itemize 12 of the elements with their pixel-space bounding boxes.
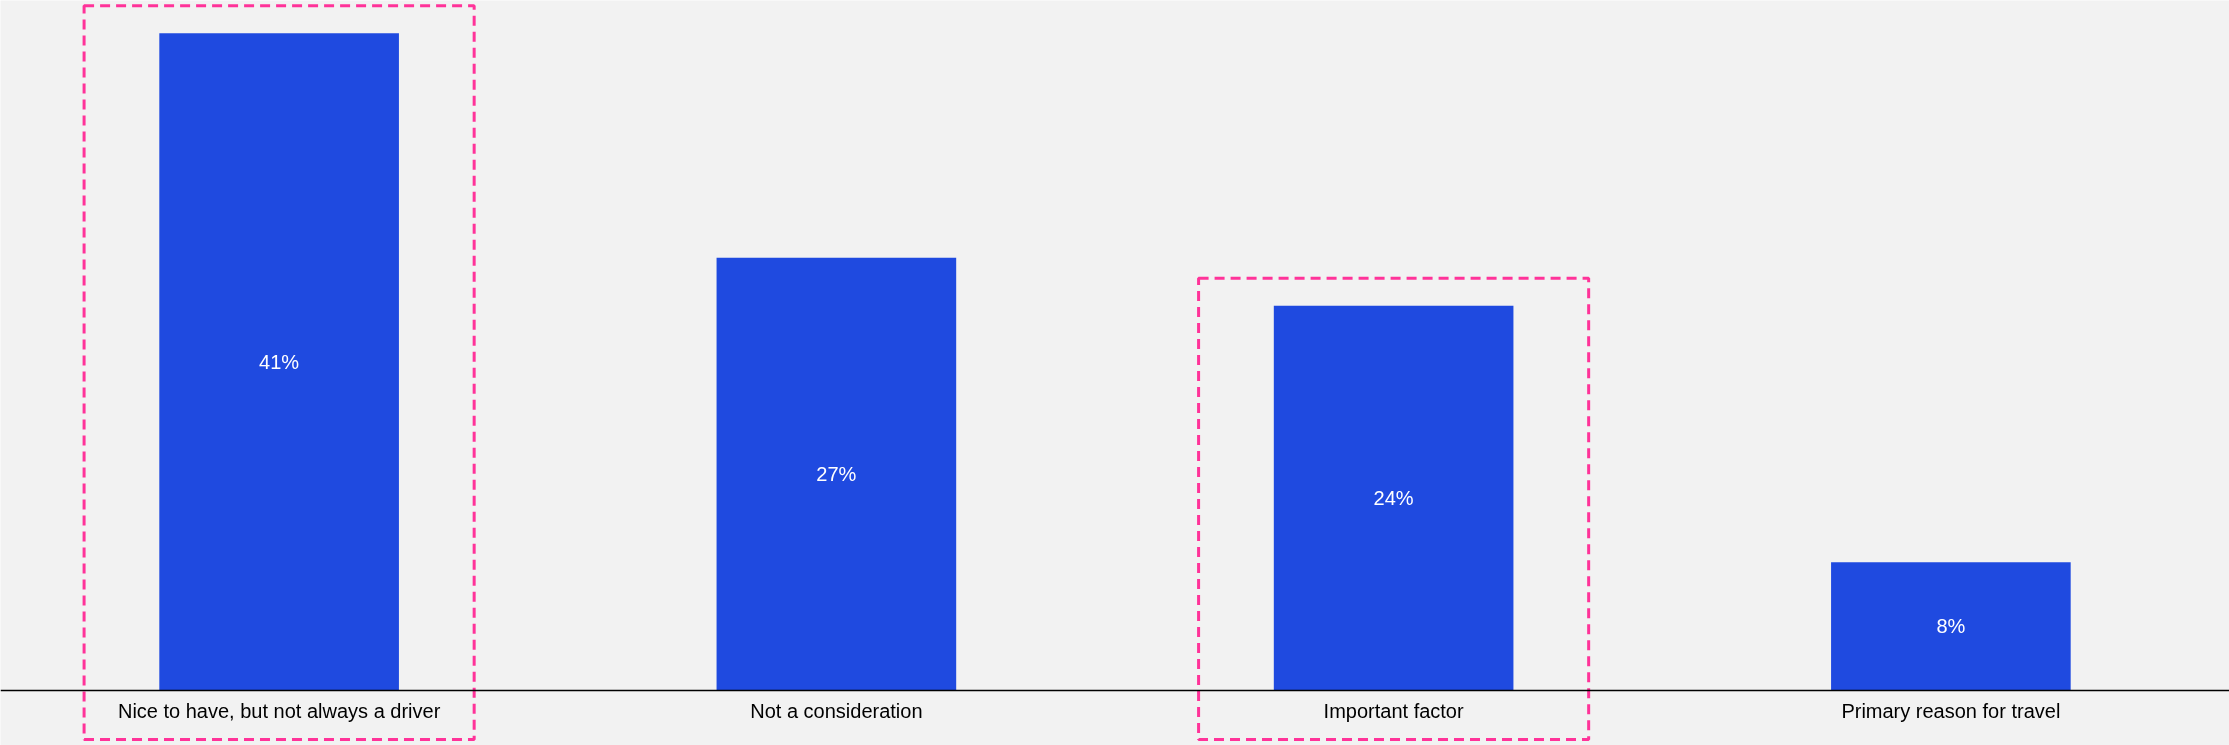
data-label: 8% <box>1936 615 1966 638</box>
bar <box>159 33 399 691</box>
bar <box>716 257 957 691</box>
x-tick-label: Nice to have, but not always a driver <box>117 700 441 723</box>
data-label: 24% <box>1373 487 1414 510</box>
data-label: 41% <box>259 350 300 373</box>
x-tick-label: Not a consideration <box>750 700 923 723</box>
bar <box>1273 305 1514 691</box>
data-label: 27% <box>816 463 857 486</box>
bar <box>1831 562 2071 691</box>
x-tick-label: Primary reason for travel <box>1841 700 2061 723</box>
x-tick-label: Important factor <box>1323 700 1464 723</box>
